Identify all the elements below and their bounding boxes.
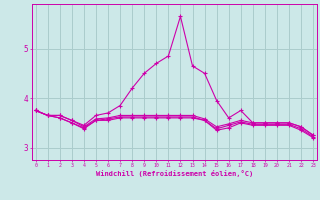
X-axis label: Windchill (Refroidissement éolien,°C): Windchill (Refroidissement éolien,°C) (96, 170, 253, 177)
